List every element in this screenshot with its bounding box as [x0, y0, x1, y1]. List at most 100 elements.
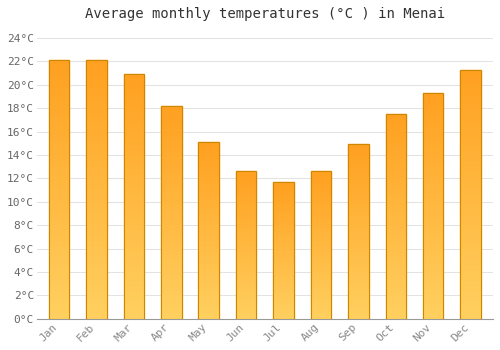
Bar — [236, 273, 256, 275]
Bar — [423, 292, 444, 294]
Bar — [198, 229, 219, 231]
Bar — [161, 163, 182, 166]
Bar — [86, 280, 107, 283]
Bar — [348, 317, 368, 319]
Bar — [198, 280, 219, 282]
Bar — [236, 276, 256, 278]
Bar — [161, 229, 182, 232]
Bar — [86, 270, 107, 272]
Bar — [310, 173, 332, 174]
Bar — [310, 284, 332, 285]
Bar — [49, 228, 70, 231]
Bar — [460, 284, 481, 287]
Bar — [348, 152, 368, 153]
Bar — [86, 246, 107, 249]
Bar — [423, 199, 444, 201]
Bar — [161, 298, 182, 300]
Bar — [161, 148, 182, 150]
Bar — [310, 192, 332, 194]
Bar — [124, 197, 144, 199]
Bar — [348, 301, 368, 303]
Bar — [49, 187, 70, 190]
Bar — [460, 289, 481, 292]
Bar — [49, 210, 70, 213]
Bar — [236, 223, 256, 224]
Bar — [423, 156, 444, 159]
Bar — [460, 184, 481, 187]
Bar — [423, 301, 444, 303]
Bar — [236, 189, 256, 191]
Bar — [236, 272, 256, 273]
Bar — [86, 203, 107, 205]
Bar — [236, 306, 256, 307]
Bar — [236, 185, 256, 186]
Bar — [161, 136, 182, 138]
Bar — [49, 226, 70, 228]
Bar — [274, 231, 294, 233]
Bar — [49, 197, 70, 200]
Bar — [310, 278, 332, 279]
Bar — [236, 177, 256, 179]
Bar — [49, 174, 70, 177]
Bar — [124, 312, 144, 314]
Bar — [386, 304, 406, 307]
Bar — [460, 192, 481, 194]
Bar — [348, 226, 368, 228]
Bar — [460, 70, 481, 72]
Bar — [386, 153, 406, 155]
Bar — [423, 258, 444, 260]
Bar — [124, 77, 144, 79]
Bar — [310, 183, 332, 185]
Bar — [198, 169, 219, 170]
Bar — [423, 186, 444, 188]
Bar — [49, 262, 70, 265]
Bar — [198, 308, 219, 310]
Bar — [86, 153, 107, 156]
Bar — [460, 306, 481, 309]
Bar — [348, 183, 368, 184]
Bar — [124, 309, 144, 312]
Bar — [460, 77, 481, 79]
Bar — [274, 248, 294, 249]
Bar — [460, 164, 481, 167]
Bar — [423, 176, 444, 179]
Bar — [161, 127, 182, 129]
Bar — [460, 152, 481, 154]
Bar — [49, 254, 70, 257]
Bar — [124, 255, 144, 258]
Bar — [198, 154, 219, 156]
Bar — [460, 269, 481, 272]
Bar — [124, 221, 144, 224]
Bar — [236, 224, 256, 226]
Bar — [348, 254, 368, 256]
Bar — [386, 145, 406, 147]
Bar — [161, 129, 182, 132]
Bar — [161, 315, 182, 317]
Bar — [386, 229, 406, 231]
Bar — [460, 97, 481, 99]
Bar — [198, 206, 219, 208]
Bar — [348, 263, 368, 265]
Bar — [86, 114, 107, 117]
Bar — [236, 202, 256, 204]
Bar — [423, 210, 444, 213]
Bar — [49, 236, 70, 239]
Bar — [423, 224, 444, 226]
Bar — [310, 195, 332, 196]
Bar — [86, 226, 107, 228]
Bar — [236, 217, 256, 219]
Bar — [423, 233, 444, 235]
Bar — [310, 306, 332, 307]
Bar — [348, 202, 368, 204]
Bar — [274, 191, 294, 193]
Bar — [198, 231, 219, 232]
Bar — [161, 300, 182, 302]
Bar — [460, 172, 481, 174]
Bar — [348, 230, 368, 232]
Bar — [348, 178, 368, 179]
Bar — [274, 219, 294, 220]
Bar — [198, 271, 219, 273]
Bar — [348, 218, 368, 219]
Bar — [274, 254, 294, 256]
Bar — [86, 223, 107, 226]
